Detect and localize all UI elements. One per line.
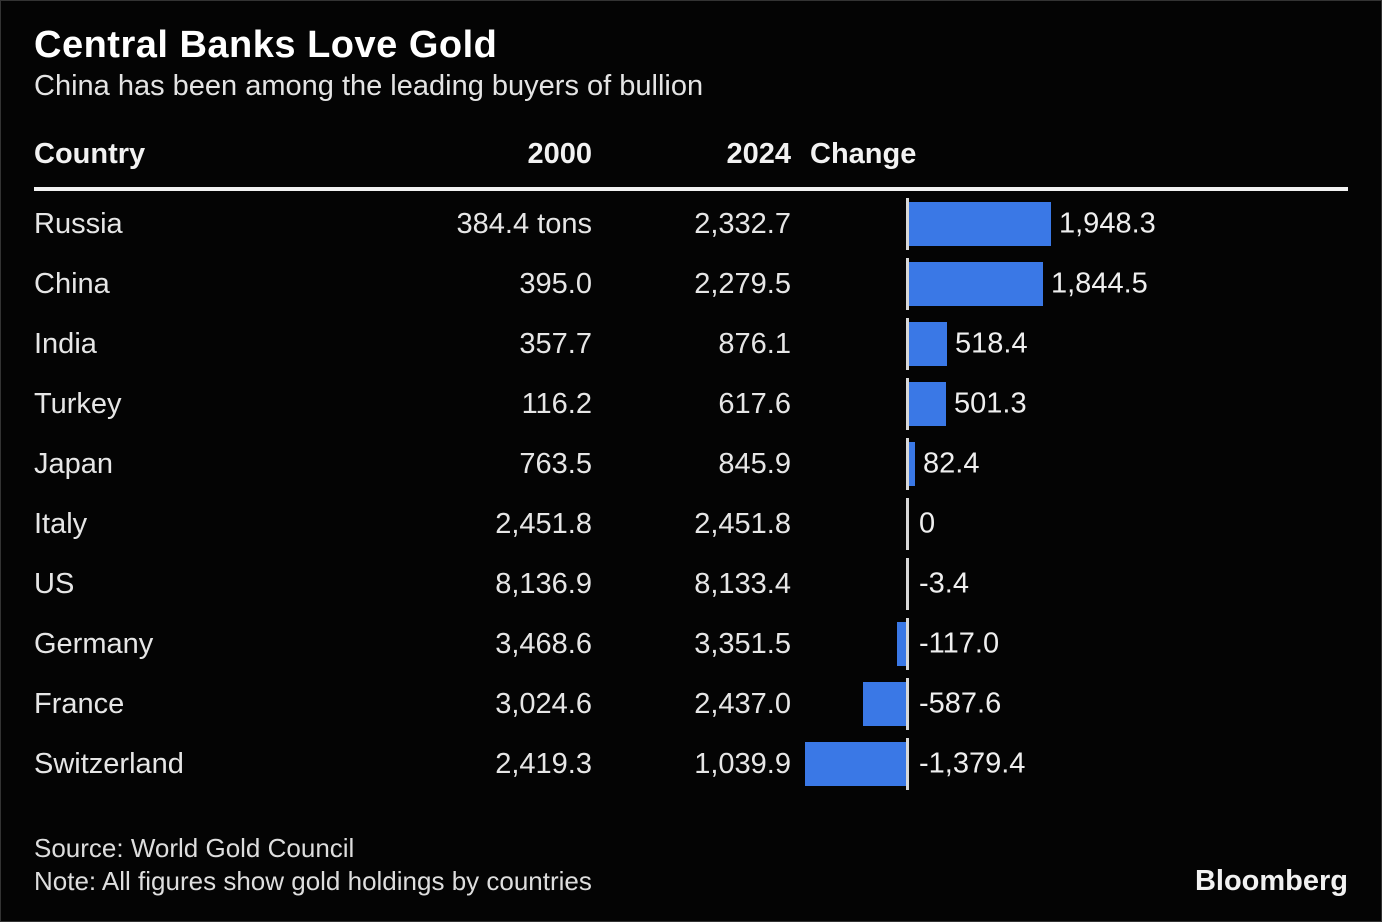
change-bar-zone: -587.6 [791, 674, 1348, 734]
value-2024: 2,451.8 [694, 507, 791, 540]
column-header-2000: 2000 [527, 138, 592, 170]
zero-baseline [906, 258, 909, 310]
value-2024: 1,039.9 [694, 747, 791, 780]
change-value-label: 501.3 [954, 387, 1027, 420]
change-bar [897, 622, 906, 666]
zero-baseline [906, 498, 909, 550]
table-row: Germany 3,468.6 3,351.5 -117.0 [34, 614, 1348, 674]
table-row: US 8,136.9 8,133.4 -3.4 [34, 554, 1348, 614]
value-2000: 3,024.6 [495, 687, 592, 720]
change-value-label: 1,948.3 [1059, 207, 1156, 240]
table-row: France 3,024.6 2,437.0 -587.6 [34, 674, 1348, 734]
country-label: India [34, 327, 97, 360]
country-label: Japan [34, 447, 114, 480]
country-label: Russia [34, 207, 123, 240]
change-bar [805, 742, 906, 786]
country-label: France [34, 687, 125, 720]
table-header: Country 2000 2024 Change [34, 138, 1348, 171]
column-header-2024: 2024 [726, 138, 791, 170]
zero-baseline [906, 558, 909, 610]
change-value-label: -1,379.4 [919, 747, 1026, 780]
country-label: Germany [34, 627, 154, 660]
value-2024: 2,279.5 [694, 267, 791, 300]
change-bar-zone: -117.0 [791, 614, 1348, 674]
change-bar-zone: 518.4 [791, 314, 1348, 374]
change-bar [909, 262, 1043, 306]
chart-title: Central Banks Love Gold [34, 24, 498, 66]
change-bar-zone: 0 [791, 494, 1348, 554]
change-bar-zone: -3.4 [791, 554, 1348, 614]
change-value-label: 82.4 [923, 447, 980, 480]
value-2000: 357.7 [519, 327, 592, 360]
zero-baseline [906, 318, 909, 370]
value-2024: 845.9 [718, 447, 791, 480]
change-value-label: -117.0 [919, 627, 1000, 660]
table-row: China 395.0 2,279.5 1,844.5 [34, 254, 1348, 314]
change-bar [909, 202, 1051, 246]
change-value-label: -587.6 [919, 687, 1002, 720]
change-value-label: 0 [919, 507, 936, 540]
change-bar [909, 382, 946, 426]
change-bar [863, 682, 906, 726]
value-2024: 8,133.4 [694, 567, 791, 600]
table-body: Russia 384.4 tons 2,332.7 1,948.3 China … [34, 194, 1348, 794]
value-2000: 384.4 tons [456, 207, 592, 240]
zero-baseline [906, 438, 909, 490]
table-row: Japan 763.5 845.9 82.4 [34, 434, 1348, 494]
column-header-country: Country [34, 138, 146, 170]
change-value-label: -3.4 [919, 567, 969, 600]
country-label: China [34, 267, 110, 300]
country-label: Italy [34, 507, 88, 540]
change-bar-zone: 501.3 [791, 374, 1348, 434]
change-bar-zone: 1,948.3 [791, 194, 1348, 254]
zero-baseline [906, 618, 909, 670]
change-bar [909, 322, 947, 366]
zero-baseline [906, 678, 909, 730]
value-2024: 2,437.0 [694, 687, 791, 720]
change-bar [909, 442, 915, 486]
change-value-label: 1,844.5 [1051, 267, 1148, 300]
country-label: US [34, 567, 75, 600]
value-2000: 763.5 [519, 447, 592, 480]
table-row: Switzerland 2,419.3 1,039.9 -1,379.4 [34, 734, 1348, 794]
column-header-change: Change [810, 138, 917, 170]
country-label: Switzerland [34, 747, 184, 780]
change-bar-zone: 1,844.5 [791, 254, 1348, 314]
value-2024: 876.1 [718, 327, 791, 360]
value-2024: 3,351.5 [694, 627, 791, 660]
country-label: Turkey [34, 387, 122, 420]
zero-baseline [906, 198, 909, 250]
zero-baseline [906, 738, 909, 790]
table-row: Turkey 116.2 617.6 501.3 [34, 374, 1348, 434]
chart-footer: Source: World Gold Council Note: All fig… [34, 832, 1348, 898]
value-2024: 2,332.7 [694, 207, 791, 240]
value-2000: 2,451.8 [495, 507, 592, 540]
value-2000: 116.2 [521, 387, 592, 420]
note-text: Note: All figures show gold holdings by … [34, 866, 592, 896]
value-2000: 2,419.3 [495, 747, 592, 780]
zero-baseline [906, 378, 909, 430]
value-2000: 3,468.6 [495, 627, 592, 660]
value-2000: 8,136.9 [495, 567, 592, 600]
table-row: Russia 384.4 tons 2,332.7 1,948.3 [34, 194, 1348, 254]
table-row: India 357.7 876.1 518.4 [34, 314, 1348, 374]
table-row: Italy 2,451.8 2,451.8 0 [34, 494, 1348, 554]
source-text: Source: World Gold Council [34, 833, 355, 863]
value-2024: 617.6 [718, 387, 791, 420]
change-bar-zone: 82.4 [791, 434, 1348, 494]
chart-subtitle: China has been among the leading buyers … [34, 70, 704, 102]
value-2000: 395.0 [519, 267, 592, 300]
header-rule [34, 187, 1348, 191]
change-bar-zone: -1,379.4 [791, 734, 1348, 794]
bloomberg-logo: Bloomberg [1194, 865, 1348, 897]
change-value-label: 518.4 [955, 327, 1028, 360]
